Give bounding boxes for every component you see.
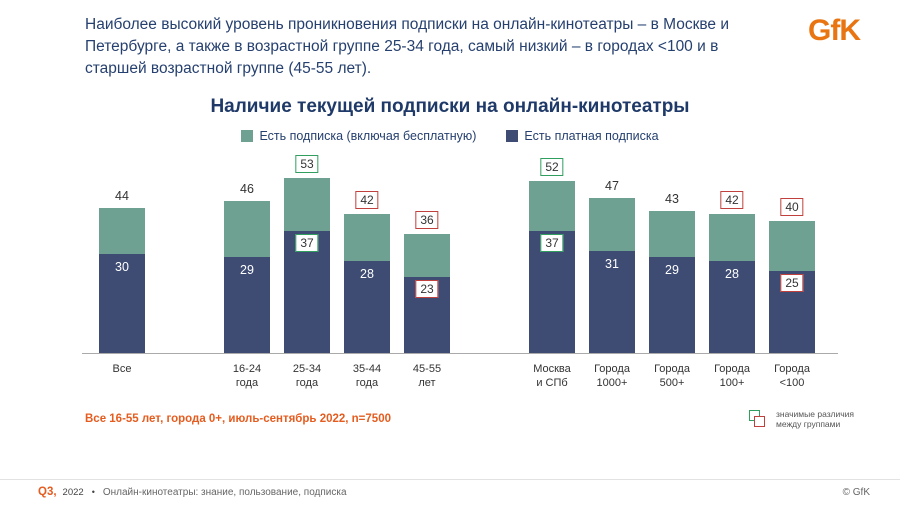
footer-bullet: •: [91, 487, 95, 497]
significance-text: значимые различия между группами: [776, 408, 854, 430]
paid-value-label: 23: [415, 280, 439, 299]
x-axis-label: Все: [112, 363, 132, 375]
legend-swatch-teal: [241, 130, 254, 142]
bar-groups: 44 30 Все 46 29 16-24 года 53 37 25-34 года 42 28 35-…: [92, 153, 832, 391]
bar-total-2-2: [649, 211, 695, 353]
bar-cell-1-0: 46 29 16-24 года: [217, 153, 277, 391]
bar-paid-2-2: [649, 257, 695, 353]
bar-cell-1-2: 42 28 35-44 года: [337, 153, 397, 391]
total-value-label: 52: [540, 158, 564, 177]
footer-quarter: Q3,: [38, 486, 57, 498]
x-axis-label: Города 1000+: [594, 363, 630, 390]
paid-value-label: 37: [540, 233, 564, 252]
total-value-label: 47: [605, 178, 619, 193]
total-value-label: 40: [780, 198, 804, 216]
bar-paid-0-0: [99, 254, 145, 353]
legend-item-total-subscription: Есть подписка (включая бесплатную): [241, 129, 476, 143]
footer-copyright: © GfK: [842, 486, 870, 498]
bar-cell-2-1: 47 31 Города 1000+: [582, 153, 642, 391]
paid-value-label: 29: [665, 263, 679, 278]
bar-total-2-3: [709, 214, 755, 353]
header: Наиболее высокий уровень проникновения п…: [0, 0, 900, 80]
paid-value-label: 31: [605, 256, 619, 271]
total-value-label: 42: [355, 191, 379, 210]
footer: Q3, 2022 • Онлайн-кинотеатры: знание, по…: [0, 479, 900, 506]
footer-note: Онлайн-кинотеатры: знание, пользование, …: [102, 486, 347, 498]
bar-cell-2-0: 52 37 Москва и СПб: [522, 153, 582, 391]
bar-total-2-1: [589, 197, 635, 353]
paid-value-label: 37: [295, 233, 319, 252]
bottom-row: Все 16-55 лет, города 0+, июль-сентябрь …: [0, 391, 900, 430]
bar-paid-1-2: [344, 260, 390, 353]
total-value-label: 43: [665, 192, 679, 207]
paid-value-label: 28: [725, 266, 739, 281]
legend-swatch-navy: [506, 130, 519, 142]
paid-value-label: 25: [780, 273, 804, 292]
bar-paid-2-3: [709, 260, 755, 353]
paid-value-label: 30: [115, 260, 129, 274]
x-axis-label: 25-34 года: [292, 363, 322, 390]
bar-total-1-2: [344, 214, 390, 353]
gfk-logo: GfK: [808, 14, 861, 47]
bar-paid-1-0: [224, 257, 270, 353]
x-axis-label: Москва и СПб: [533, 363, 571, 390]
bar-total-1-0: [224, 201, 270, 353]
total-value-label: 46: [240, 182, 254, 197]
bar-total-2-0: [529, 181, 575, 353]
x-axis-label: Города <100: [774, 363, 810, 390]
sample-footnote: Все 16-55 лет, города 0+, июль-сентябрь …: [85, 413, 391, 426]
legend-label-total: Есть подписка (включая бесплатную): [259, 129, 477, 143]
significance-lower-icon: [754, 416, 765, 428]
summary-text: Наиболее высокий уровень проникновения п…: [85, 16, 729, 77]
bar-cell-1-1: 53 37 25-34 года: [277, 153, 337, 391]
bar-cell-2-2: 43 29 Города 500+: [642, 153, 702, 391]
bar-cell-2-4: 40 25 Города <100: [762, 153, 822, 391]
chart-title: Наличие текущей подписки на онлайн-кинот…: [210, 96, 690, 117]
x-axis-line: [82, 353, 838, 354]
significance-icons: [749, 410, 767, 428]
bar-cell-2-3: 42 28 Города 100+: [702, 153, 762, 391]
legend-item-paid-subscription: Есть платная подписка: [506, 129, 659, 143]
footer-year: 2022: [62, 486, 84, 498]
bar-total-0-0: [99, 207, 145, 353]
paid-value-label: 28: [360, 266, 374, 281]
paid-value-label: 29: [240, 263, 254, 278]
x-axis-label: Города 500+: [654, 363, 690, 390]
x-axis-label: 35-44 года: [352, 363, 382, 390]
x-axis-label: Города 100+: [714, 363, 750, 390]
total-value-label: 44: [115, 188, 129, 203]
total-value-label: 53: [295, 155, 319, 174]
bar-cell-1-3: 36 23 45-55 лет: [397, 153, 457, 391]
footer-left: Q3, 2022 • Онлайн-кинотеатры: знание, по…: [38, 486, 347, 498]
legend-label-paid: Есть платная подписка: [524, 129, 659, 143]
total-value-label: 42: [720, 191, 744, 210]
chart-legend: Есть подписка (включая бесплатную) Есть …: [0, 129, 900, 143]
bar-cell-0-0: 44 30 Все: [92, 153, 152, 391]
x-axis-label: 45-55 лет: [412, 363, 442, 390]
x-axis-label: 16-24 года: [232, 363, 262, 390]
bar-total-1-1: [284, 178, 330, 353]
bar-group-2: 52 37 Москва и СПб 47 31 Города 1000+ 43 29 Города…: [522, 153, 822, 391]
stacked-bar-chart: 44 30 Все 46 29 16-24 года 53 37 25-34 года 42 28 35-…: [82, 153, 838, 391]
bar-group-0: 44 30 Все: [92, 153, 152, 391]
total-value-label: 36: [415, 211, 439, 230]
significance-legend: значимые различия между группами: [749, 409, 854, 430]
bar-group-1: 46 29 16-24 года 53 37 25-34 года 42 28 35-44 года 3…: [217, 153, 457, 391]
bar-paid-2-1: [589, 250, 635, 353]
